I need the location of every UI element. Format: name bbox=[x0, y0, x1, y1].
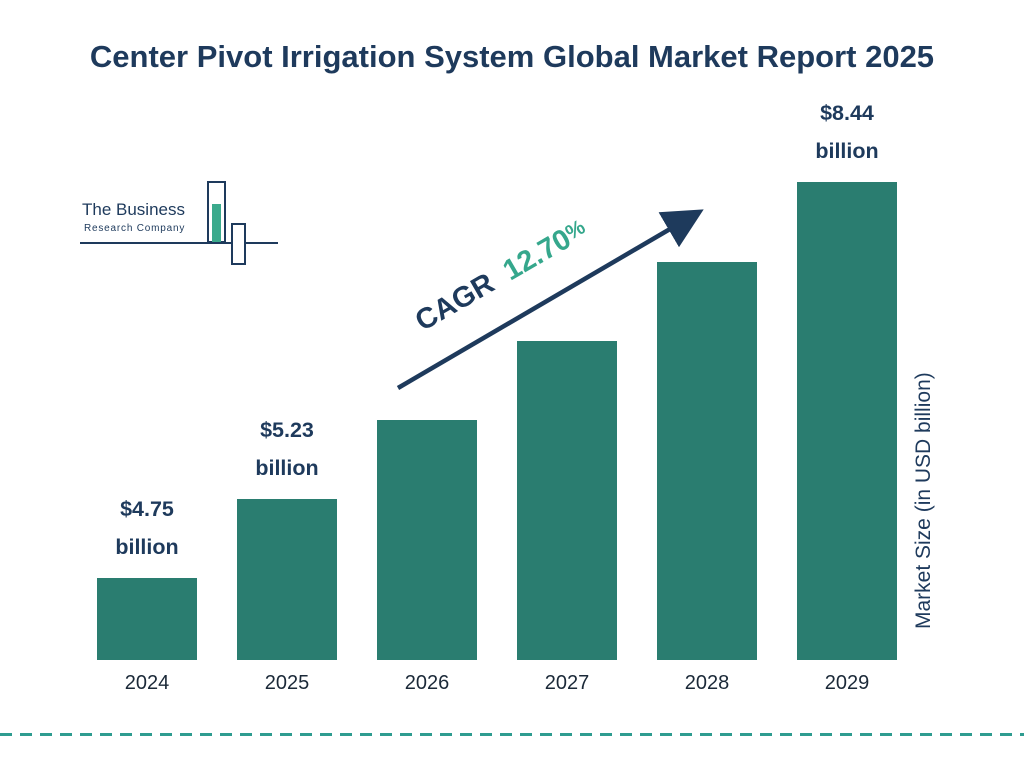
logo-subname-text: Research Company bbox=[84, 223, 186, 234]
x-axis-label-2027: 2027 bbox=[544, 672, 590, 694]
value-label-amount: $4.75 bbox=[120, 497, 174, 521]
bar-chart: 2024 2025 2026 2027 2028 2029 $4.75 billion $5.2… bbox=[97, 101, 897, 694]
bar-2025 bbox=[237, 499, 337, 660]
bar-2027 bbox=[517, 341, 617, 660]
x-axis-label-2025: 2025 bbox=[264, 672, 310, 694]
logo-name-text: The Business bbox=[82, 200, 185, 219]
value-label-amount: $5.23 bbox=[260, 418, 314, 442]
bottom-dashed-divider bbox=[0, 733, 1024, 736]
bar-2026 bbox=[377, 420, 477, 660]
value-label-amount: $8.44 bbox=[820, 101, 874, 125]
x-axis-label-2024: 2024 bbox=[124, 672, 170, 694]
x-axis-label-2028: 2028 bbox=[684, 672, 730, 694]
x-axis-label-2029: 2029 bbox=[824, 672, 870, 694]
value-label-2029: $8.44 billion bbox=[815, 94, 878, 170]
logo: The Business Research Company bbox=[78, 178, 288, 274]
value-label-unit: billion bbox=[815, 139, 879, 163]
y-axis-title: Market Size (in USD billion) bbox=[912, 372, 935, 629]
value-label-2025: $5.23 billion bbox=[255, 411, 318, 487]
bar-2029 bbox=[797, 182, 897, 660]
bar-2024 bbox=[97, 578, 197, 660]
x-axis-label-2026: 2026 bbox=[404, 672, 450, 694]
bar-2028 bbox=[657, 262, 757, 660]
logo-bars-icon bbox=[207, 181, 246, 265]
page-title: Center Pivot Irrigation System Global Ma… bbox=[89, 39, 935, 74]
value-label-unit: billion bbox=[115, 535, 179, 559]
value-label-unit: billion bbox=[255, 456, 319, 480]
value-label-2024: $4.75 billion bbox=[115, 490, 178, 566]
logo-underline bbox=[80, 242, 278, 244]
